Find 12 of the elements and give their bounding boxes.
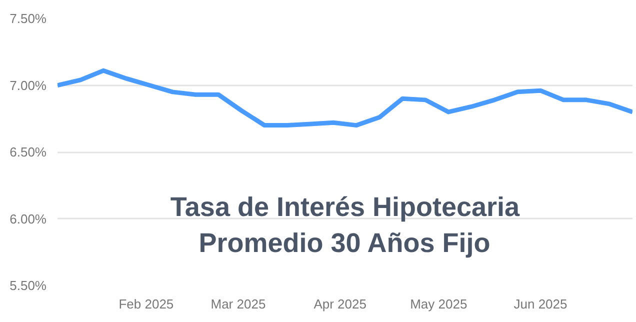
y-tick-label: 6.00% — [10, 211, 47, 226]
x-tick-label: Jun 2025 — [514, 296, 568, 312]
x-tick-label: May 2025 — [410, 296, 468, 312]
text: Tasa de Interés Hipotecaria Promedio 30 Años Fijo — [170, 192, 521, 258]
y-tick-label: 7.00% — [10, 78, 47, 93]
x-tick-label: Mar 2025 — [210, 296, 266, 312]
x-tick-label: Feb 2025 — [118, 296, 174, 312]
y-tick-label: 6.50% — [10, 144, 47, 160]
y-tick-label: 5.50% — [10, 278, 47, 293]
line-series — [58, 68, 632, 128]
y-tick-label: 7.50% — [10, 11, 47, 26]
x-tick-label: Apr 2025 — [314, 296, 366, 312]
